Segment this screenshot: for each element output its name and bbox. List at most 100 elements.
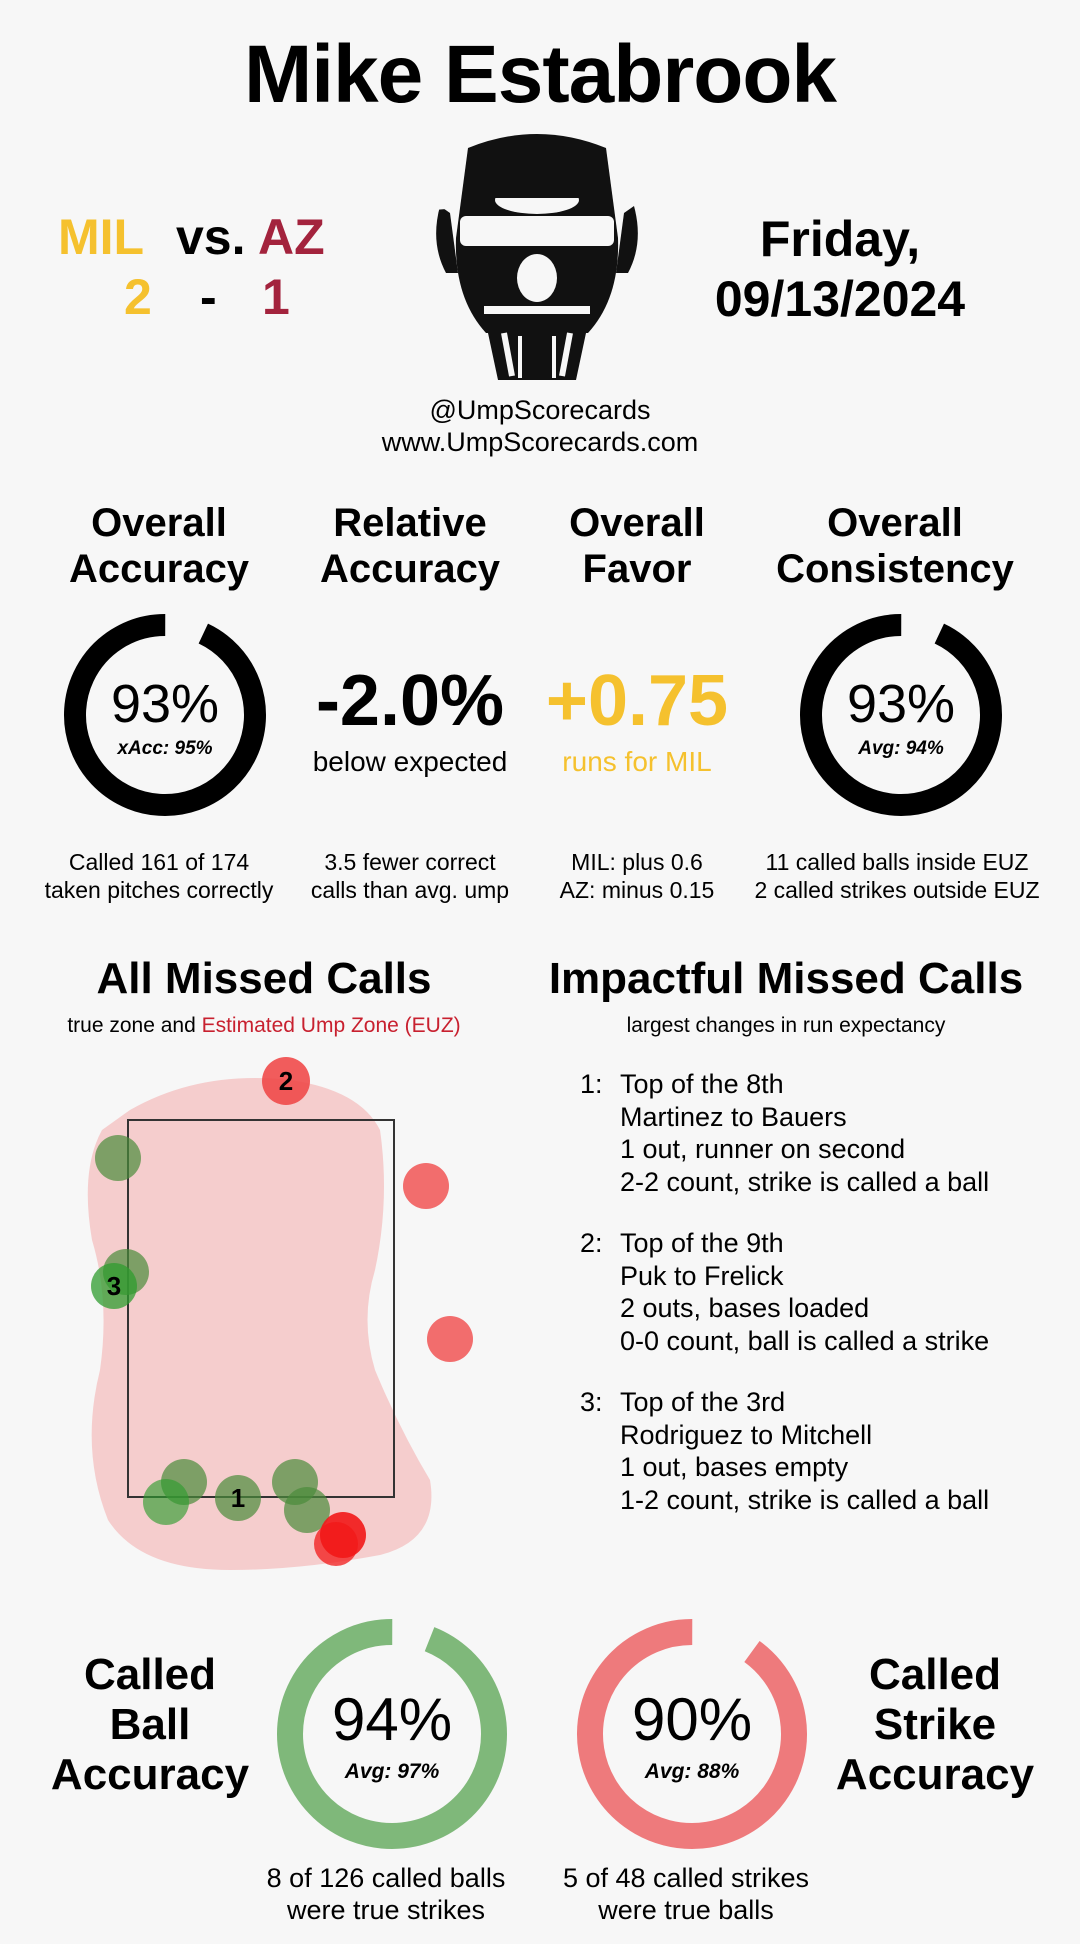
foot-line: 11 called balls inside EUZ xyxy=(765,849,1029,875)
home-team: MIL xyxy=(58,209,145,265)
heading-line: Consistency xyxy=(776,547,1014,591)
missed-strike-marker xyxy=(403,1163,449,1209)
ring-arc xyxy=(277,1619,507,1849)
missed-ball-marker xyxy=(284,1487,330,1533)
missed-strike-marker xyxy=(314,1522,358,1566)
social-handle: @UmpScorecards xyxy=(429,395,651,425)
impactful-call-3: 3: Top of the 3rd Rodriguez to Mitchell … xyxy=(580,1386,1060,1516)
overall-consistency-foot: 11 called balls inside EUZ 2 called stri… xyxy=(740,848,1054,904)
foot-line: 3.5 fewer correct xyxy=(324,849,496,875)
call-line: 2 outs, bases loaded xyxy=(620,1293,870,1323)
label-line: Accuracy xyxy=(50,1750,250,1799)
foot-line: MIL: plus 0.6 xyxy=(571,849,703,875)
overall-accuracy-heading: Overall Accuracy xyxy=(24,500,294,592)
overall-consistency-avg: Avg: 94% xyxy=(858,738,944,759)
away-score: 1 xyxy=(262,269,290,325)
label-line: Called xyxy=(868,1650,1002,1699)
foot-line: Called 161 of 174 xyxy=(68,849,250,875)
heading-line: Accuracy xyxy=(68,547,250,591)
called-strike-accuracy-ring xyxy=(577,1619,807,1849)
vs-label: vs. xyxy=(176,209,246,265)
missed-calls-zone-plot: 2 3 1 xyxy=(87,1057,473,1570)
relative-accuracy-foot: 3.5 fewer correct calls than avg. ump xyxy=(275,848,545,904)
call-line: Top of the 3rd xyxy=(620,1387,786,1417)
overall-accuracy-foot: Called 161 of 174 taken pitches correctl… xyxy=(24,848,294,904)
heading-line: Overall xyxy=(827,501,963,545)
foot-line: were true balls xyxy=(598,1895,774,1925)
home-score: 2 xyxy=(124,269,152,325)
overall-accuracy-xacc: xAcc: 95% xyxy=(117,738,213,759)
call-number: 3: xyxy=(580,1387,603,1417)
call-number: 2: xyxy=(580,1228,603,1258)
overall-accuracy-ring xyxy=(64,614,266,816)
overall-favor-foot: MIL: plus 0.6 AZ: minus 0.15 xyxy=(502,848,772,904)
estimated-ump-zone xyxy=(87,1078,432,1570)
marker-label: 3 xyxy=(107,1271,121,1301)
euz-legend-label: Estimated Ump Zone (EUZ) xyxy=(201,1014,461,1037)
game-day: Friday, xyxy=(759,211,921,267)
away-team: AZ xyxy=(258,209,325,265)
missed-ball-marker xyxy=(215,1475,261,1521)
heading-line: Favor xyxy=(582,547,692,591)
foot-line: were true strikes xyxy=(286,1895,486,1925)
heading-line: Overall xyxy=(569,501,705,545)
overall-favor-sub: runs for MIL xyxy=(562,746,712,777)
marker-label: 1 xyxy=(231,1483,245,1513)
impactful-missed-calls-subtitle: largest changes in run expectancy xyxy=(626,1014,946,1037)
label-line: Ball xyxy=(109,1700,191,1749)
missed-ball-marker xyxy=(143,1479,189,1525)
call-line: Rodriguez to Mitchell xyxy=(620,1419,873,1450)
label-line: Called xyxy=(83,1650,217,1699)
impactful-missed-calls-title: Impactful Missed Calls xyxy=(548,954,1024,1003)
call-line: 1 out, bases empty xyxy=(620,1452,849,1482)
overall-consistency-heading: Overall Consistency xyxy=(760,500,1030,592)
called-strike-accuracy-label: Called Strike Accuracy xyxy=(810,1650,1060,1800)
umpire-name: Mike Estabrook xyxy=(243,29,837,120)
missed-strike-marker xyxy=(262,1057,310,1105)
heading-line: Relative xyxy=(333,501,487,545)
call-line: 1 out, runner on second xyxy=(620,1134,906,1164)
called-ball-accuracy-avg: Avg: 97% xyxy=(344,1760,440,1783)
foot-line: 8 of 126 called balls xyxy=(266,1863,506,1893)
called-ball-accuracy-foot: 8 of 126 called balls were true strikes xyxy=(236,1862,536,1926)
all-missed-calls-subtitle: true zone and Estimated Ump Zone (EUZ) xyxy=(24,1014,504,1038)
call-line: Puk to Frelick xyxy=(620,1260,784,1291)
overall-consistency-ring xyxy=(800,614,1002,816)
called-ball-accuracy-ring xyxy=(277,1619,507,1849)
overall-consistency-value: 93% xyxy=(846,674,956,734)
missed-strike-marker xyxy=(427,1316,473,1362)
true-strike-zone xyxy=(127,1119,395,1498)
call-line: Martinez to Bauers xyxy=(620,1101,847,1132)
called-strike-accuracy-value: 90% xyxy=(631,1686,753,1753)
umpire-mask-icon xyxy=(433,134,638,380)
relative-accuracy-heading: Relative Accuracy xyxy=(275,500,545,592)
impactful-call-1: 1: Top of the 8th Martinez to Bauers 1 o… xyxy=(580,1068,1060,1198)
heading-line: Overall xyxy=(91,501,227,545)
relative-accuracy-value: -2.0% xyxy=(315,661,505,741)
label-line: Accuracy xyxy=(835,1750,1035,1799)
call-line: Top of the 9th xyxy=(620,1228,784,1258)
subtitle-prefix: true zone and xyxy=(67,1014,196,1037)
call-line: 1-2 count, strike is called a ball xyxy=(620,1484,990,1515)
relative-accuracy-sub: below expected xyxy=(312,746,508,777)
missed-ball-marker xyxy=(91,1263,137,1309)
called-strike-accuracy-avg: Avg: 88% xyxy=(644,1760,740,1783)
call-number: 1: xyxy=(580,1069,603,1099)
foot-line: 5 of 48 called strikes xyxy=(562,1863,810,1893)
website: www.UmpScorecards.com xyxy=(381,427,699,457)
call-line: 0-0 count, ball is called a strike xyxy=(620,1325,990,1356)
score-dash: - xyxy=(200,269,217,325)
game-date: 09/13/2024 xyxy=(714,271,966,327)
heading-line: Accuracy xyxy=(319,547,501,591)
marker-label: 2 xyxy=(279,1066,293,1096)
foot-line: calls than avg. ump xyxy=(310,877,510,903)
called-strike-accuracy-foot: 5 of 48 called strikes were true balls xyxy=(536,1862,836,1926)
foot-line: taken pitches correctly xyxy=(44,877,274,903)
overall-accuracy-value: 93% xyxy=(110,674,220,734)
called-ball-accuracy-label: Called Ball Accuracy xyxy=(30,1650,270,1800)
foot-line: 2 called strikes outside EUZ xyxy=(754,877,1040,903)
called-ball-accuracy-value: 94% xyxy=(331,1686,453,1753)
overall-favor-heading: Overall Favor xyxy=(502,500,772,592)
impactful-call-2: 2: Top of the 9th Puk to Frelick 2 outs,… xyxy=(580,1227,1060,1357)
label-line: Strike xyxy=(873,1700,997,1749)
